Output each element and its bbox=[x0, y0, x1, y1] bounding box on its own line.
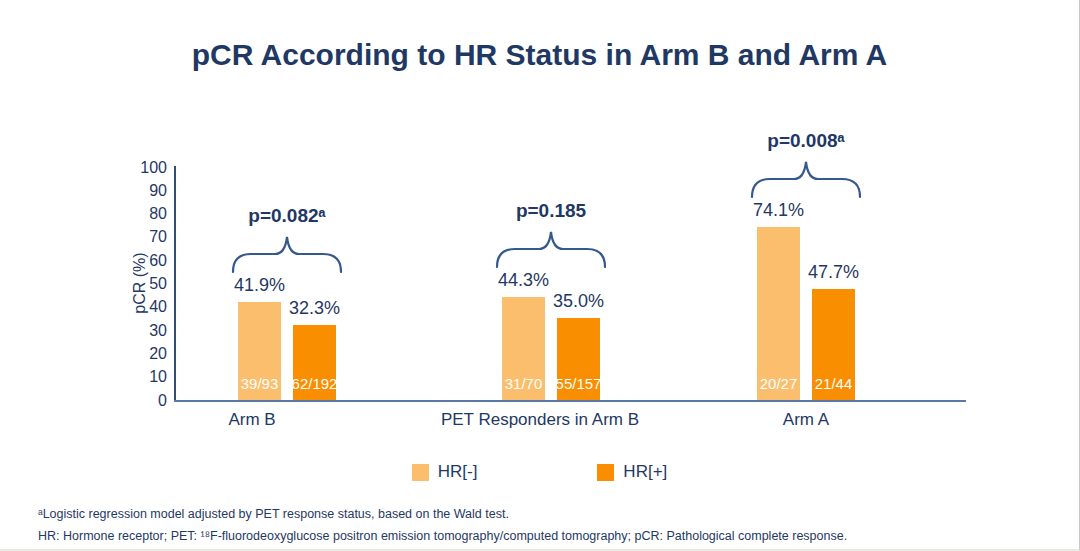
p-value-label-0: p=0.082ᵃ bbox=[187, 205, 387, 227]
legend-item-hr-pos: HR[+] bbox=[597, 462, 667, 482]
legend: HR[-] HR[+] bbox=[0, 462, 1079, 482]
footnote-wald-test: ᵃLogistic regression model adjusted by P… bbox=[38, 503, 1049, 525]
legend-label-hr-neg: HR[-] bbox=[438, 462, 478, 482]
hr-pos-swatch-icon bbox=[597, 464, 614, 481]
brace-icon bbox=[495, 229, 607, 269]
y-axis-line bbox=[174, 166, 176, 402]
y-tick-label: 0 bbox=[115, 391, 167, 410]
bar-value-label: 41.9% bbox=[210, 275, 310, 296]
bar-value-label: 35.0% bbox=[529, 291, 629, 312]
bar-value-label: 74.1% bbox=[729, 200, 829, 221]
x-axis-line bbox=[174, 400, 966, 402]
p-value-label-1: p=0.185 bbox=[451, 200, 651, 222]
slide: pCR According to HR Status in Arm B and … bbox=[0, 0, 1080, 551]
legend-item-hr-neg: HR[-] bbox=[412, 462, 478, 482]
bar-value-label: 47.7% bbox=[784, 262, 884, 283]
brace-icon bbox=[750, 159, 862, 199]
y-tick-label: 60 bbox=[115, 251, 167, 270]
bar-count-label: 55/157 bbox=[544, 375, 614, 392]
category-label-2: Arm A bbox=[646, 410, 966, 430]
y-tick-label: 90 bbox=[115, 181, 167, 200]
y-tick-label: 40 bbox=[115, 297, 167, 316]
chart-title: pCR According to HR Status in Arm B and … bbox=[0, 38, 1079, 72]
brace-icon bbox=[231, 234, 343, 274]
bar-value-label: 32.3% bbox=[265, 298, 365, 319]
y-tick-label: 10 bbox=[115, 367, 167, 386]
p-value-label-2: p=0.008ᵃ bbox=[706, 130, 906, 152]
legend-label-hr-pos: HR[+] bbox=[623, 462, 667, 482]
bar-count-label: 21/44 bbox=[799, 375, 869, 392]
bar-value-label: 44.3% bbox=[474, 270, 574, 291]
footnotes: ᵃLogistic regression model adjusted by P… bbox=[38, 503, 1049, 547]
y-tick-label: 70 bbox=[115, 227, 167, 246]
y-tick-label: 20 bbox=[115, 344, 167, 363]
category-label-0: Arm B bbox=[92, 410, 412, 430]
bar-count-label: 62/192 bbox=[280, 375, 350, 392]
y-tick-label: 50 bbox=[115, 274, 167, 293]
hr-neg-swatch-icon bbox=[412, 464, 429, 481]
footnote-abbreviations: HR: Hormone receptor; PET: ¹⁸F-fluorodeo… bbox=[38, 525, 1049, 547]
y-tick-label: 30 bbox=[115, 321, 167, 340]
y-tick-label: 80 bbox=[115, 204, 167, 223]
y-tick-label: 100 bbox=[115, 158, 167, 177]
